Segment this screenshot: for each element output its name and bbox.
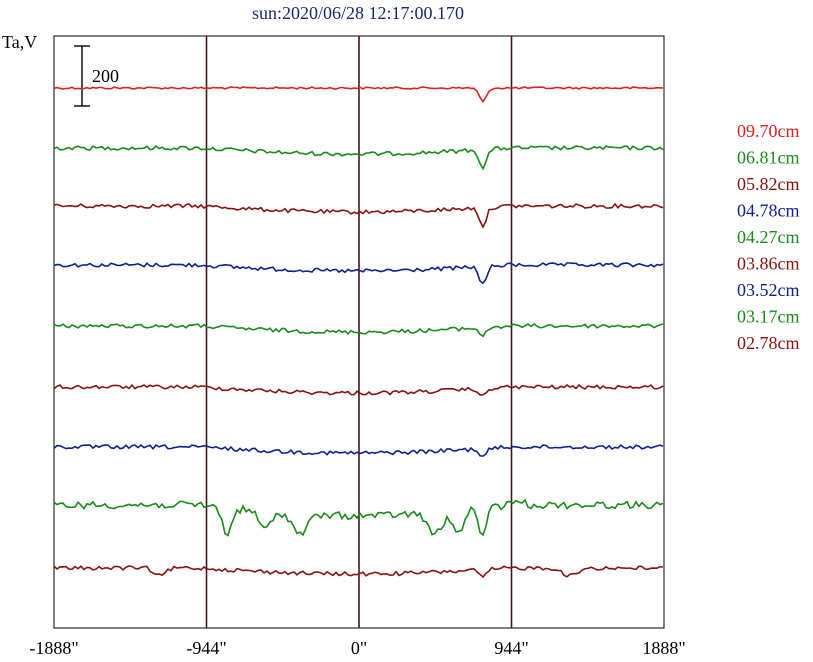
series-line-03.52cm bbox=[53, 444, 664, 457]
legend-entry: 05.82cm bbox=[737, 174, 800, 194]
scale-bar-label: 200 bbox=[92, 66, 119, 86]
x-tick-label: 1888" bbox=[642, 638, 685, 658]
series-line-03.17cm bbox=[53, 498, 664, 537]
series-line-09.70cm bbox=[53, 86, 663, 104]
chart-title: sun:2020/06/28 12:17:00.170 bbox=[252, 3, 464, 23]
x-tick-label: -944" bbox=[186, 638, 226, 658]
series-line-03.86cm bbox=[53, 383, 664, 396]
x-axis-ticks: -1888" -944" 0" 944" 1888" bbox=[29, 638, 685, 658]
legend-entry: 03.17cm bbox=[737, 307, 800, 327]
legend-entry: 03.52cm bbox=[737, 280, 800, 300]
y-axis-label: Ta,V bbox=[2, 32, 37, 52]
legend-entry: 04.78cm bbox=[737, 201, 800, 221]
series-line-04.78cm bbox=[53, 262, 664, 285]
scale-bar: 200 bbox=[74, 45, 119, 107]
legend-entry: 04.27cm bbox=[737, 227, 800, 247]
series-line-02.78cm bbox=[53, 565, 664, 579]
legend-entry: 03.86cm bbox=[737, 254, 800, 274]
x-tick-label: 944" bbox=[494, 638, 528, 658]
legend: 09.70cm 06.81cm 05.82cm 04.78cm 04.27cm 03.86… bbox=[737, 121, 800, 353]
series-line-05.82cm bbox=[53, 202, 664, 229]
series-line-06.81cm bbox=[53, 145, 664, 171]
legend-entry: 06.81cm bbox=[737, 148, 800, 168]
series-lines bbox=[53, 86, 664, 579]
series-line-04.27cm bbox=[53, 322, 664, 338]
x-tick-label: -1888" bbox=[29, 638, 78, 658]
legend-entry: 02.78cm bbox=[737, 333, 800, 353]
legend-entry: 09.70cm bbox=[737, 121, 800, 141]
x-tick-label: 0" bbox=[351, 638, 367, 658]
